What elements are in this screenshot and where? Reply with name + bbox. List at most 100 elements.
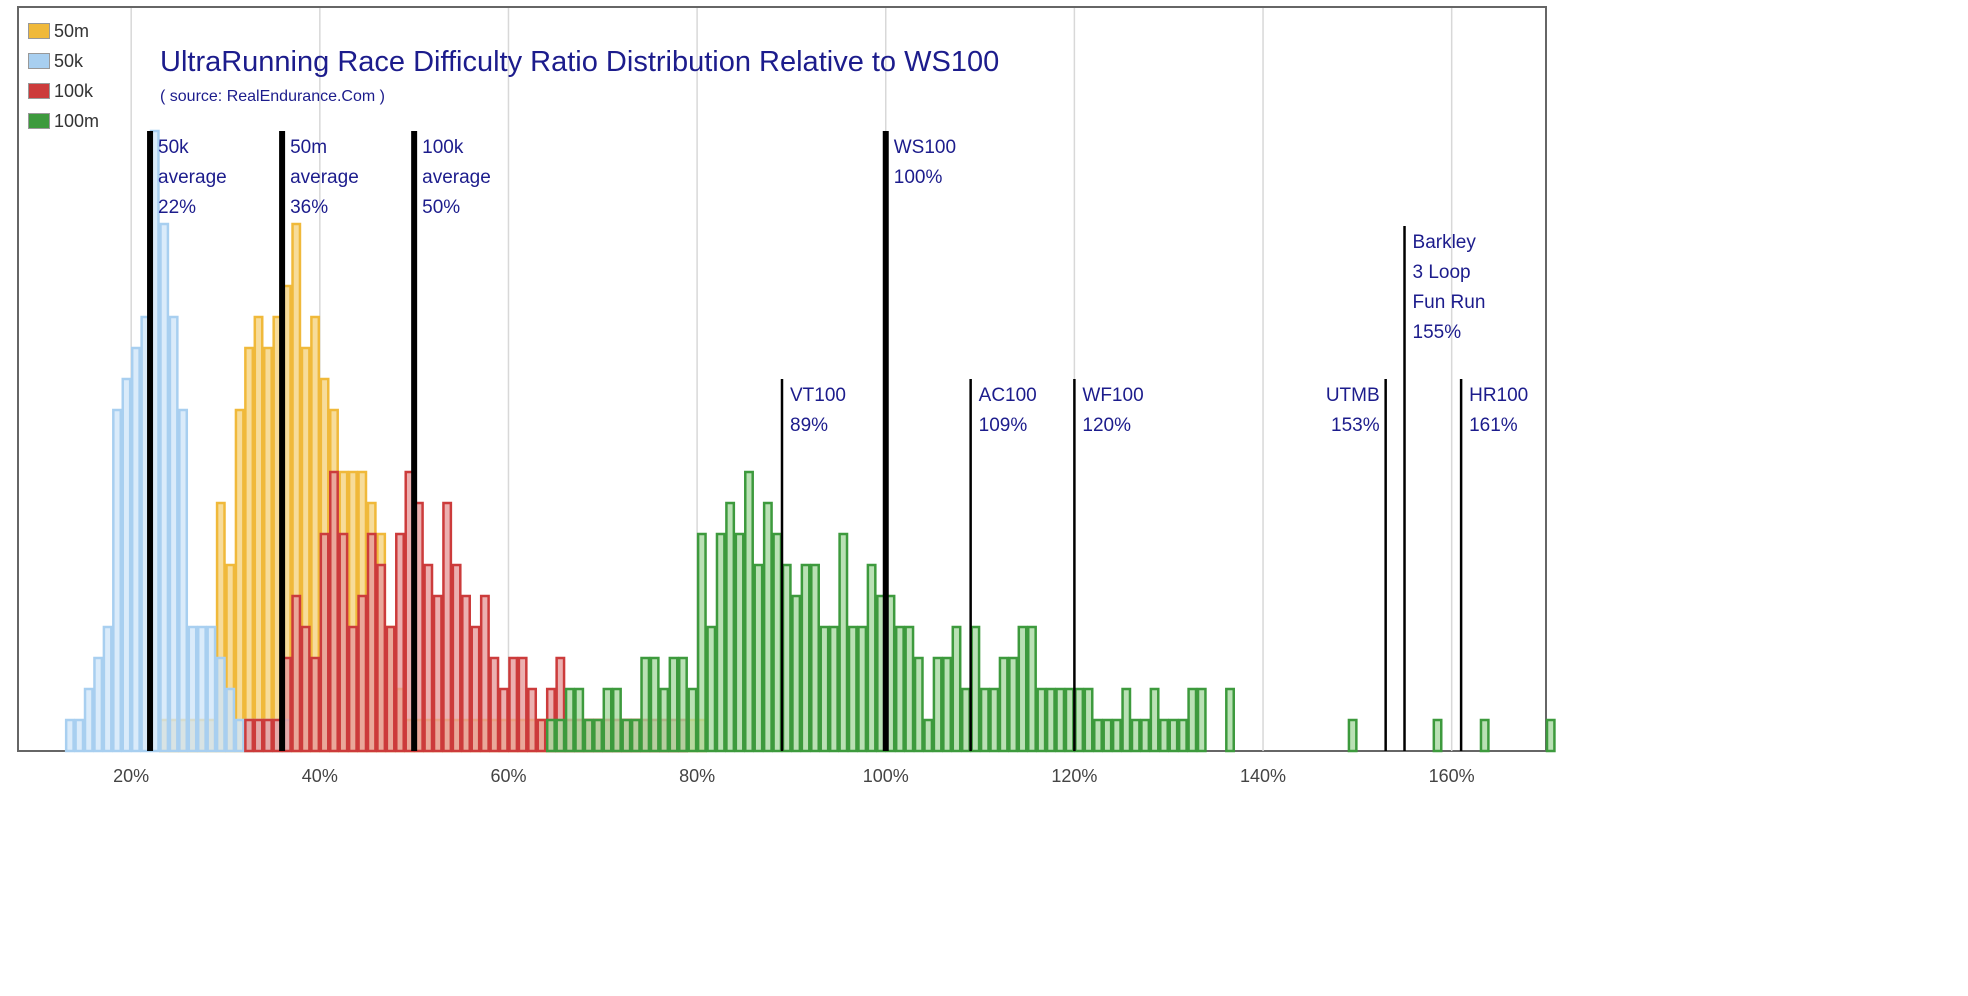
bar-100m — [1045, 687, 1056, 753]
bar-100m — [960, 687, 971, 753]
legend-label-100k: 100k — [54, 80, 94, 101]
bar-100m — [1149, 687, 1160, 753]
bar-100m — [998, 656, 1009, 753]
bar-100k — [423, 563, 434, 753]
legend-label-100m: 100m — [54, 110, 100, 131]
bar-100m — [630, 718, 641, 753]
bar-100k — [338, 532, 349, 753]
bar-100k — [347, 625, 358, 753]
bar-100k — [489, 656, 500, 753]
marker-label: 100% — [894, 167, 943, 188]
bar-100m — [1187, 687, 1198, 753]
bar-100k — [262, 718, 273, 753]
bar-100k — [376, 563, 387, 753]
bar-100m — [1121, 687, 1132, 753]
marker-label: VT100 — [790, 385, 846, 406]
bar-100k — [300, 625, 311, 753]
bar-100k — [536, 718, 547, 753]
bar-100m — [913, 656, 924, 753]
bar-100m — [744, 470, 754, 753]
bar-50m — [262, 346, 273, 753]
legend-item-100k[interactable]: 100k — [28, 76, 99, 106]
bar-100m — [1064, 687, 1075, 753]
bar-100m — [772, 532, 783, 753]
x-tick-label: 160% — [1429, 766, 1475, 786]
bar-50k — [178, 408, 189, 753]
marker-label: 50% — [422, 197, 460, 218]
bar-100k — [357, 594, 368, 753]
bar-100m — [838, 532, 849, 753]
bar-100m — [1111, 718, 1122, 753]
legend-item-50k[interactable]: 50k — [28, 46, 99, 76]
bar-100m — [932, 656, 943, 753]
bar-100m — [1008, 656, 1019, 753]
bar-100m — [810, 563, 820, 753]
bar-100m — [970, 625, 981, 753]
bar-100k — [395, 532, 405, 753]
bar-50k — [93, 656, 104, 753]
bar-50k — [225, 687, 236, 753]
bar-100k — [517, 656, 528, 753]
legend-item-50m[interactable]: 50m — [28, 16, 99, 46]
series-100m — [545, 470, 1556, 753]
bar-100m — [1036, 687, 1047, 753]
bar-50k — [206, 625, 217, 753]
x-tick-label: 20% — [113, 766, 149, 786]
bar-100m — [828, 625, 839, 753]
bar-100k — [461, 594, 471, 753]
bar-50k — [234, 718, 245, 753]
legend-label-50m: 50m — [54, 20, 90, 41]
bar-100m — [593, 718, 604, 753]
bar-100m — [677, 656, 688, 753]
bar-50k — [64, 718, 75, 753]
legend: 50m 50k 100k 100m — [28, 16, 99, 136]
bar-100k — [479, 594, 490, 753]
bar-100m — [1102, 718, 1113, 753]
bar-100m — [1140, 718, 1151, 753]
bar-50k — [196, 625, 207, 753]
marker-label: 153% — [1331, 415, 1380, 436]
bar-100m — [847, 625, 858, 753]
bar-50k — [83, 687, 94, 753]
bar-100k — [291, 594, 302, 753]
bar-50k — [215, 656, 226, 753]
bar-50k — [130, 346, 141, 753]
bars-layer — [64, 129, 1556, 753]
bar-100m — [1017, 625, 1028, 753]
bar-100m — [753, 563, 764, 753]
bar-100m — [791, 594, 802, 753]
bar-100m — [649, 656, 660, 753]
marker-label: 89% — [790, 415, 828, 436]
bar-100m — [1055, 687, 1066, 753]
bar-100m — [659, 687, 670, 753]
bar-100m — [1432, 718, 1443, 753]
marker-label: Fun Run — [1413, 292, 1486, 313]
bar-100k — [527, 687, 538, 753]
x-axis-ticks: 20% 40% 60% 80% 100% 120% 140% 160% — [113, 766, 1475, 786]
marker-label: 50k — [158, 137, 189, 158]
marker-label: UTMB — [1326, 385, 1380, 406]
bar-100m — [904, 625, 915, 753]
legend-item-100m[interactable]: 100m — [28, 106, 99, 136]
bar-100m — [923, 718, 934, 753]
bar-50k — [112, 408, 123, 753]
marker-label: 161% — [1469, 415, 1518, 436]
bar-100k — [329, 470, 339, 753]
bar-100k — [253, 718, 264, 753]
x-tick-label: 140% — [1240, 766, 1286, 786]
bar-100m — [1130, 718, 1141, 753]
bar-100m — [564, 687, 575, 753]
bar-100k — [432, 594, 443, 753]
bar-100m — [687, 687, 698, 753]
bar-100m — [979, 687, 990, 753]
chart-subtitle: ( source: RealEndurance.Com ) — [160, 88, 385, 105]
marker-label: HR100 — [1469, 385, 1528, 406]
bar-100k — [470, 625, 481, 753]
histogram-chart: 50k average 22% 50m average 36% 100k average 50%… — [17, 6, 1556, 786]
marker-label: 36% — [290, 197, 328, 218]
x-tick-label: 120% — [1051, 766, 1097, 786]
marker-label: 22% — [158, 197, 196, 218]
x-tick-label: 100% — [863, 766, 909, 786]
bar-100m — [1083, 687, 1094, 753]
bar-100m — [696, 532, 707, 753]
